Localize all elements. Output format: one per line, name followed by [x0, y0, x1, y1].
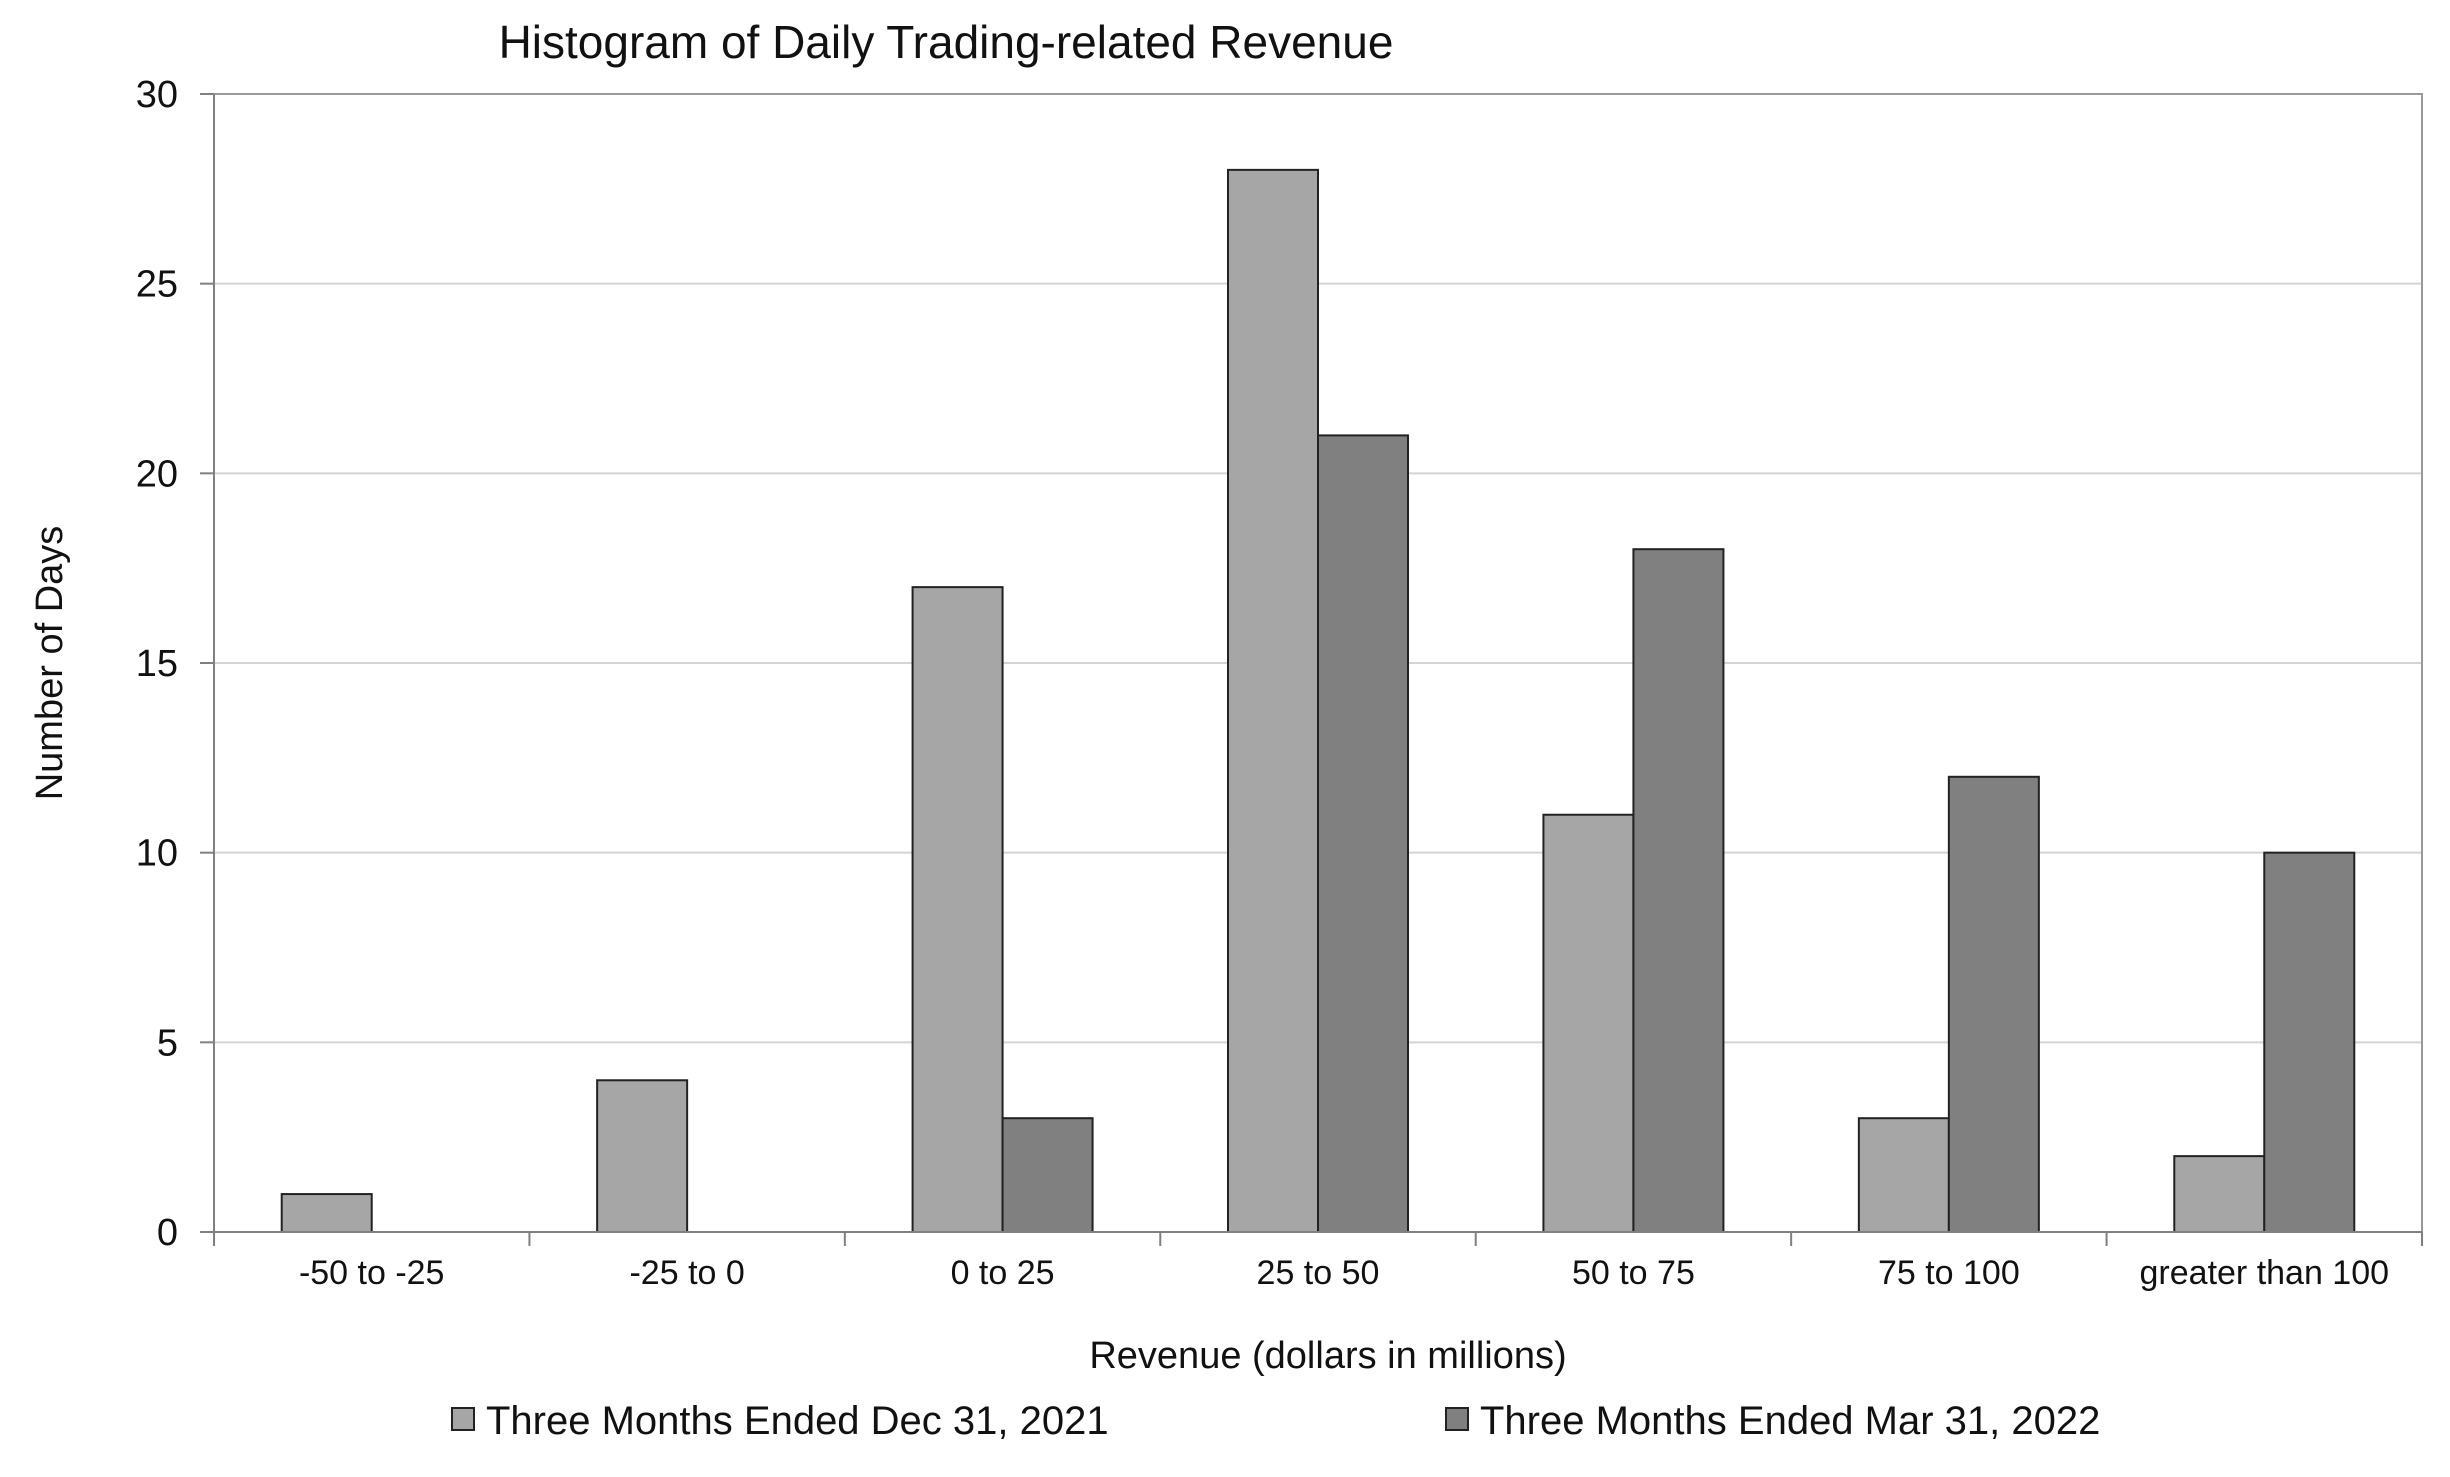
y-tick-label: 25 — [136, 264, 178, 306]
legend-swatch-1 — [451, 1407, 475, 1431]
chart-title: Histogram of Daily Trading-related Reven… — [499, 16, 1394, 68]
bar-series-1--25-to-0 — [596, 1079, 689, 1234]
x-axis-title: Revenue (dollars in millions) — [1089, 1335, 1566, 1377]
x-axis: -50 to -25 -25 to 0 0 to 25 25 to 50 50 to 7… — [213, 1231, 2423, 1292]
bar-series-1-75-to-100 — [1857, 1117, 1950, 1233]
bar-series-2-greater-than-100 — [2263, 851, 2356, 1234]
y-axis: 0 5 10 15 20 25 30 — [136, 74, 215, 1254]
y-tick-label: 10 — [136, 833, 178, 875]
x-tick-label: 25 to 50 — [1257, 1254, 1380, 1292]
legend-label-2: Three Months Ended Mar 31, 2022 — [1480, 1399, 2100, 1443]
x-tick-label: 75 to 100 — [1878, 1254, 2020, 1292]
bar-series-1-0-to-25 — [911, 586, 1004, 1233]
y-tick-label: 5 — [157, 1022, 178, 1064]
x-tick-label: greater than 100 — [2140, 1254, 2390, 1292]
bar-series-1--50-to--25 — [280, 1193, 373, 1233]
bar-series-1-50-to-75 — [1542, 813, 1635, 1233]
x-tick-label: 0 to 25 — [951, 1254, 1055, 1292]
bar-series-2-50-to-75 — [1632, 548, 1725, 1233]
y-tick-label: 0 — [157, 1212, 178, 1254]
x-tick-label: 50 to 75 — [1572, 1254, 1695, 1292]
bar-series-2-25-to-50 — [1317, 434, 1409, 1233]
bar-series-2-0-to-25 — [1001, 1117, 1094, 1233]
legend-swatch-2 — [1445, 1407, 1469, 1431]
x-tick-label: -50 to -25 — [299, 1254, 445, 1292]
legend: Three Months Ended Dec 31, 2021 Three Mon… — [451, 1399, 2100, 1443]
bars — [280, 168, 2356, 1234]
bar-series-1-greater-than-100 — [2173, 1155, 2266, 1233]
legend-label-1: Three Months Ended Dec 31, 2021 — [486, 1399, 1109, 1443]
x-tick-label: -25 to 0 — [629, 1254, 744, 1292]
bar-series-1-25-to-50 — [1227, 168, 1319, 1233]
y-tick-label: 20 — [136, 453, 178, 495]
bar-series-2-75-to-100 — [1947, 775, 2040, 1233]
y-axis-title: Number of Days — [29, 526, 71, 801]
y-tick-label: 30 — [136, 74, 178, 116]
y-tick-label: 15 — [136, 643, 178, 685]
